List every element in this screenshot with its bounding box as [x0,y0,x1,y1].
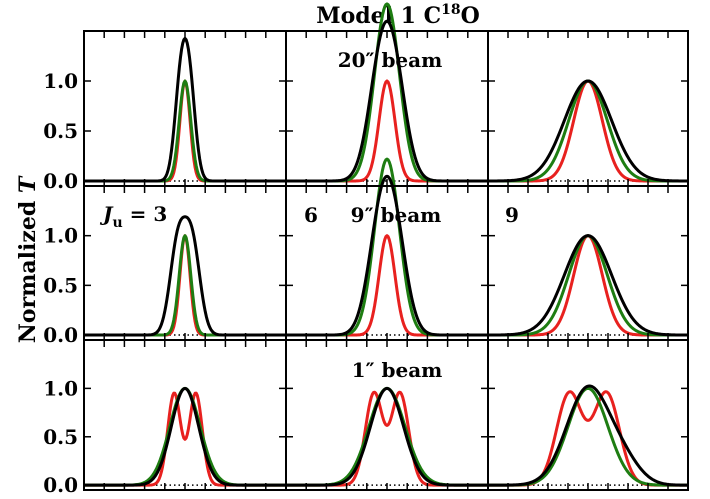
series-line-r2c2-2 [487,386,689,487]
series-line-r2c2-1 [487,390,689,487]
ytick-label: 0.0 [43,169,78,193]
series-line-r0c1-3 [285,19,489,183]
ytick-label: 1.0 [43,224,78,248]
panel-annotation: 9 [505,203,519,227]
ytick-label: 0.5 [43,273,78,297]
panels-group: 0.0 0.5 1.0 0.0 0.5 1.0 0.0 0.5 1.0 20″ beam Ju = … [43,2,689,497]
ytick-label: 0.0 [43,473,78,497]
series-line-r2c1-3 [285,386,489,487]
series-line-r1c1-3 [285,174,489,337]
panel-annotation: Ju = 3 [99,202,167,231]
series-line-r2c0-1 [83,391,287,487]
panel-frame-r2c0 [83,339,287,491]
series-line-r1c2-2 [487,234,689,337]
series-line-r2c1-1 [285,390,489,487]
series-line-r2c1-2 [285,386,489,487]
panel-annotation: 1″ beam [352,358,443,382]
figure-title: Model 1 C18O [316,2,480,29]
panel-annotation: 20″ beam [338,48,443,72]
ytick-label: 0.5 [43,119,78,143]
series-line-r1c0-1 [83,234,287,337]
series-line-r0c0-2 [83,79,287,183]
ytick-label: 0.0 [43,323,78,347]
series-line-r0c1-1 [285,79,489,183]
y-axis-label: Normalized T [15,175,41,343]
panel-annotation: 6 [304,203,318,227]
series-line-r0c0-3 [83,36,287,183]
series-line-r0c2-2 [487,79,689,183]
series-line-r1c0-2 [83,234,287,337]
series-line-r2c0-3 [83,386,287,487]
series-line-r0c0-1 [83,79,287,183]
series-line-r1c2-3 [487,234,689,337]
series-line-r1c1-1 [285,234,489,337]
panel-frame-r2c2 [487,339,689,491]
panel-annotation: 9″ beam [351,203,442,227]
series-line-r1c0-3 [83,215,287,337]
ytick-label: 0.5 [43,425,78,449]
ytick-label: 1.0 [43,69,78,93]
series-line-r2c2-3 [487,384,689,487]
ytick-label: 1.0 [43,376,78,400]
panel-frame-r1c0 [83,185,287,341]
series-line-r0c2-1 [487,79,689,183]
series-line-r0c2-3 [487,79,689,183]
panel-frame-r0c0 [83,30,287,187]
series-line-r1c2-1 [487,234,689,337]
panel-frame-r0c2 [487,30,689,187]
